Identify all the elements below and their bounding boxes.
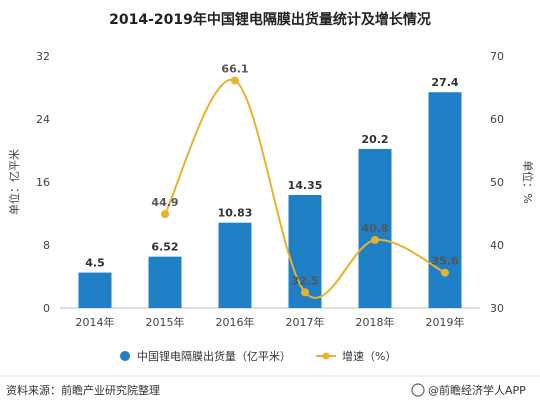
chart-title: 2014-2019年中国锂电隔膜出货量统计及增长情况 (109, 11, 431, 28)
bar-labels: 4.5 6.52 10.83 14.35 20.2 27.4 (85, 76, 459, 269)
x-tick-label: 2014年 (76, 315, 115, 329)
y-left-tick-label: 8 (43, 239, 50, 252)
bar-value-label: 6.52 (151, 241, 178, 254)
y-axis-left-label: 单位：亿平米 (7, 149, 21, 215)
y-right-tick-label: 70 (490, 50, 504, 63)
bar-value-label: 4.5 (85, 257, 105, 270)
y-axis-right-label: 单位：% (521, 160, 535, 203)
growth-point-2017年 (301, 288, 309, 297)
x-tick-label: 2018年 (356, 315, 395, 329)
growth-value-label: 44.9 (151, 196, 178, 209)
y-left-tick-label: 32 (36, 50, 50, 63)
bar-2018年 (358, 148, 392, 308)
growth-line-series (161, 76, 449, 299)
bar-value-label: 20.2 (361, 133, 388, 146)
y-right-tick-label: 50 (490, 176, 504, 189)
bars (78, 92, 462, 308)
growth-point-2016年 (231, 76, 239, 85)
y-left-tick-label: 16 (36, 176, 50, 189)
y-right-tick-label: 60 (490, 113, 504, 126)
footer-brand: @前瞻经济学人APP (411, 383, 526, 397)
y-left-tick-label: 24 (36, 113, 50, 126)
bar-2015年 (148, 256, 182, 308)
growth-point-2018年 (371, 235, 379, 244)
bar-value-label: 27.4 (431, 76, 458, 89)
left-axis-ticks: 0 8 16 24 32 (36, 50, 50, 315)
x-tick-label: 2017年 (286, 315, 325, 329)
brand-logo-icon (411, 383, 425, 397)
growth-point-2015年 (161, 210, 169, 219)
bar-value-label: 14.35 (288, 179, 323, 192)
growth-value-label: 35.6 (431, 255, 458, 268)
growth-line-labels: 44.9 66.1 32.5 40.8 35.6 (151, 63, 458, 288)
y-left-tick-label: 0 (43, 302, 50, 315)
x-tick-label: 2016年 (216, 315, 255, 329)
bar-value-label: 10.83 (218, 207, 253, 220)
growth-value-label: 40.8 (361, 222, 388, 235)
x-axis-ticks: 2014年 2015年 2016年 2017年 2018年 2019年 (76, 315, 465, 329)
x-tick-label: 2019年 (426, 315, 465, 329)
growth-point-2019年 (441, 268, 449, 277)
legend-bar-label: 中国锂电隔膜出货量（亿平米） (137, 349, 291, 363)
legend-line-label: 增速（%） (342, 349, 396, 363)
y-right-tick-label: 40 (490, 239, 504, 252)
footer-source: 资料来源：前瞻产业研究院整理 (6, 383, 160, 397)
bar-2014年 (78, 272, 112, 308)
bar-2016年 (218, 222, 252, 308)
legend-bar-swatch (120, 351, 130, 361)
growth-line (164, 78, 446, 299)
x-tick-label: 2015年 (146, 315, 185, 329)
legend: 中国锂电隔膜出货量（亿平米） 增速（%） (120, 349, 396, 363)
y-right-tick-label: 30 (490, 302, 504, 315)
growth-value-label: 32.5 (291, 274, 318, 287)
growth-value-label: 66.1 (221, 63, 248, 76)
legend-line-marker (322, 352, 330, 360)
right-axis-ticks: 30 40 50 60 70 (490, 50, 504, 315)
footer-brand-text: @前瞻经济学人APP (428, 383, 526, 397)
